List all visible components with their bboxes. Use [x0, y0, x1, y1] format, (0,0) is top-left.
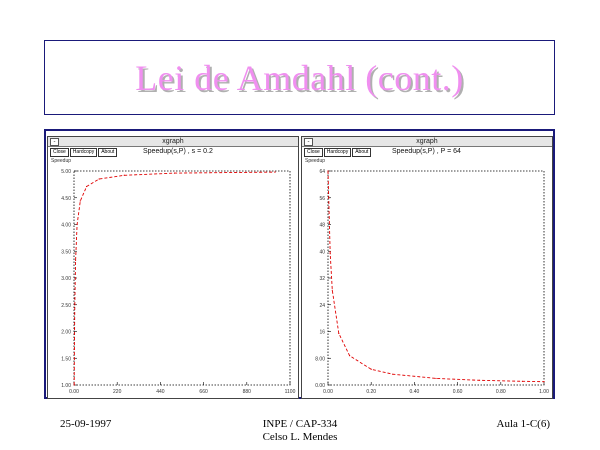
speedup-series-line: [327, 170, 545, 383]
data-point: [370, 368, 372, 370]
slide-title-box: Lei de Amdahl (cont.): [44, 40, 555, 115]
footer-page: Aula 1-C(6): [496, 418, 550, 430]
x-tick-label: 880: [243, 389, 252, 395]
x-tick-label: 660: [199, 389, 208, 395]
data-point: [173, 172, 176, 174]
x-tick-label: 440: [156, 389, 165, 395]
button-row: Close Hardcopy About: [50, 148, 118, 157]
data-point: [274, 171, 276, 173]
about-button[interactable]: About: [98, 148, 118, 157]
y-tick-label: 1.00: [61, 383, 71, 389]
y-tick-label: 64: [319, 169, 325, 175]
y-tick-label: 0.00: [315, 383, 325, 389]
plot-frame: [327, 170, 545, 386]
data-point: [543, 381, 545, 383]
x-tick-label: 0.00: [323, 389, 333, 395]
data-point: [98, 178, 100, 180]
y-tick-label: 3.00: [61, 276, 71, 282]
slide-title: Lei de Amdahl (cont.): [135, 58, 464, 98]
data-point: [327, 170, 329, 172]
data-point: [79, 200, 81, 202]
xgraph-window-right: - xgraph Close Hardcopy About Speedup(s,P)…: [301, 136, 553, 399]
data-point: [392, 373, 394, 375]
y-tick-label: 4.00: [61, 223, 71, 229]
xgraph-window-left: - xgraph Close Hardcopy About Speedup(s,P)…: [47, 136, 299, 399]
data-point: [74, 304, 76, 306]
y-axis-label: Speedup: [51, 158, 72, 164]
hardcopy-button[interactable]: Hardcopy: [323, 148, 352, 157]
y-tick-label: 2.50: [61, 303, 71, 309]
window-titlebar[interactable]: - xgraph: [302, 137, 552, 147]
footer-date: 25-09-1997: [60, 418, 112, 430]
data-point: [74, 259, 77, 261]
close-button[interactable]: Close: [304, 148, 323, 157]
about-button[interactable]: About: [352, 148, 372, 157]
graph-title: Speedup(s,P) , s = 0.2: [143, 148, 213, 155]
data-point: [73, 384, 75, 386]
y-tick-label: 8.00: [315, 356, 325, 362]
close-button[interactable]: Close: [50, 148, 69, 157]
graph-title: Speedup(s,P) , P = 64: [392, 148, 461, 155]
x-tick-label: 1.00: [539, 389, 549, 395]
x-tick-label: 1100: [285, 389, 296, 395]
data-point: [73, 348, 75, 350]
data-point: [435, 377, 437, 380]
y-tick-label: 1.50: [61, 356, 71, 362]
y-tick-label: 16: [319, 330, 325, 336]
y-tick-label: 24: [319, 303, 325, 309]
window-title: xgraph: [162, 138, 184, 145]
data-point: [521, 380, 523, 382]
x-tick-label: 0.20: [366, 389, 376, 395]
y-tick-label: 40: [319, 249, 325, 255]
speedup-plot-left: 1.00 1.50 2.00 2.50 3.00 3.50 4.00 4.50 5.00 0.00…: [61, 169, 296, 395]
window-title: xgraph: [416, 138, 438, 145]
speedup-series-line: [73, 171, 276, 386]
y-tick-label: 48: [319, 223, 325, 229]
data-point: [349, 355, 351, 357]
x-tick-label: 0.60: [453, 389, 463, 395]
speedup-plot-right: 0.00 8.00 16 24 32 40 48 56 64 0.00 0.20 0.40 0.60 0.…: [315, 169, 549, 395]
hardcopy-button[interactable]: Hardcopy: [69, 148, 98, 157]
plot-frame: [73, 170, 291, 386]
screenshot-figure: - xgraph Close Hardcopy About Speedup(s,P)…: [44, 129, 555, 399]
y-tick-label: 3.50: [61, 249, 71, 255]
x-tick-label: 220: [113, 389, 122, 395]
x-tick-label: 0.80: [496, 389, 506, 395]
data-point: [329, 253, 331, 255]
data-point: [331, 289, 333, 291]
x-tick-label: 0.40: [410, 389, 420, 395]
window-close-box[interactable]: -: [50, 138, 59, 146]
y-tick-label: 4.50: [61, 196, 71, 202]
button-row: Close Hardcopy About: [304, 148, 372, 157]
footer-author: Celso L. Mendes: [262, 431, 338, 443]
y-tick-label: 5.00: [61, 169, 71, 175]
y-tick-label: 32: [319, 276, 325, 282]
x-tick-label: 0.00: [69, 389, 79, 395]
data-point: [338, 332, 340, 335]
window-titlebar[interactable]: - xgraph: [48, 137, 298, 147]
footer-course: INPE / CAP-334: [262, 418, 338, 430]
data-point: [85, 185, 88, 188]
window-close-box[interactable]: -: [304, 138, 313, 146]
data-point: [123, 174, 125, 176]
y-axis-label: Speedup: [305, 158, 326, 164]
data-point: [76, 223, 78, 226]
y-tick-label: 2.00: [61, 330, 71, 336]
y-tick-label: 56: [319, 196, 325, 202]
data-point: [478, 379, 480, 381]
